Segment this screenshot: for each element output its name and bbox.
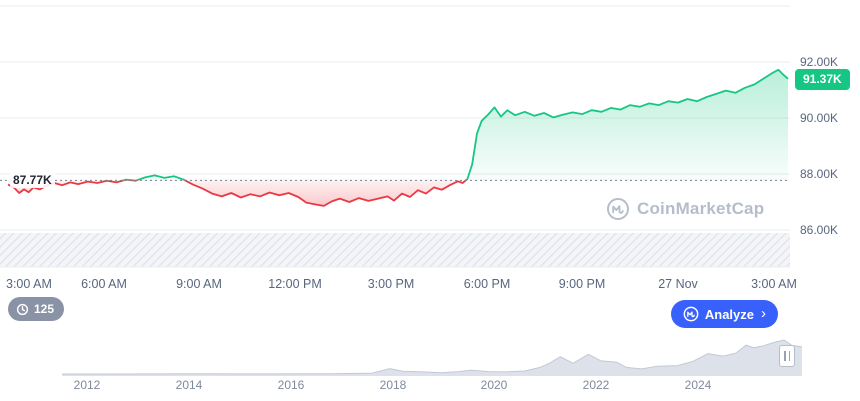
range-navigator[interactable] [62, 336, 802, 376]
baseline-price-label: 87.77K [10, 173, 55, 188]
x-axis-label: 3:00 AM [751, 277, 797, 291]
x-axis-label: 9:00 AM [176, 277, 222, 291]
history-count-badge[interactable]: 125 [8, 297, 65, 321]
navigator-year-label: 2014 [175, 378, 203, 392]
navigator-year-axis: 2012 2014 2016 2018 2020 2022 2024 [0, 378, 860, 394]
x-axis-label: 3:00 AM [6, 277, 52, 291]
x-axis-label: 6:00 AM [81, 277, 127, 291]
x-axis: 3:00 AM 6:00 AM 9:00 AM 12:00 PM 3:00 PM 6:00… [0, 277, 860, 293]
navigator-year-label: 2024 [684, 378, 712, 392]
main-chart-area: 92.00K 90.00K 88.00K 86.00K 87.77K 91.37… [0, 0, 850, 270]
chevron-right-icon: › [761, 305, 766, 322]
x-axis-label: 3:00 PM [367, 277, 415, 291]
y-axis-label: 88.00K [800, 167, 839, 181]
coinmarketcap-watermark: CoinMarketCap [606, 197, 764, 221]
y-axis-label: 86.00K [800, 223, 839, 237]
watermark-text: CoinMarketCap [637, 199, 765, 218]
x-axis-label: 12:00 PM [268, 277, 322, 291]
history-count: 125 [34, 302, 55, 316]
navigator-year-label: 2022 [582, 378, 610, 392]
navigator-handle[interactable] [779, 345, 795, 367]
navigator-year-label: 2018 [379, 378, 407, 392]
price-chart[interactable] [0, 0, 792, 270]
analyze-button[interactable]: Analyze › [670, 300, 778, 328]
x-axis-label: 9:00 PM [558, 277, 606, 291]
y-axis-label: 90.00K [800, 111, 839, 125]
current-price-badge: 91.37K [795, 69, 850, 90]
x-axis-label: 27 Nov [658, 277, 698, 291]
analyze-label: Analyze [704, 306, 754, 322]
navigator-year-label: 2012 [73, 378, 101, 392]
clock-icon [16, 303, 29, 315]
x-axis-label: 6:00 PM [463, 277, 511, 291]
coinmarketcap-logo-icon [607, 198, 629, 220]
navigator-year-label: 2020 [480, 378, 508, 392]
coinmarketcap-logo-icon [683, 306, 699, 322]
navigator-year-label: 2016 [277, 378, 305, 392]
y-axis-label: 92.00K [800, 55, 839, 69]
navigator-chart[interactable] [62, 336, 802, 376]
